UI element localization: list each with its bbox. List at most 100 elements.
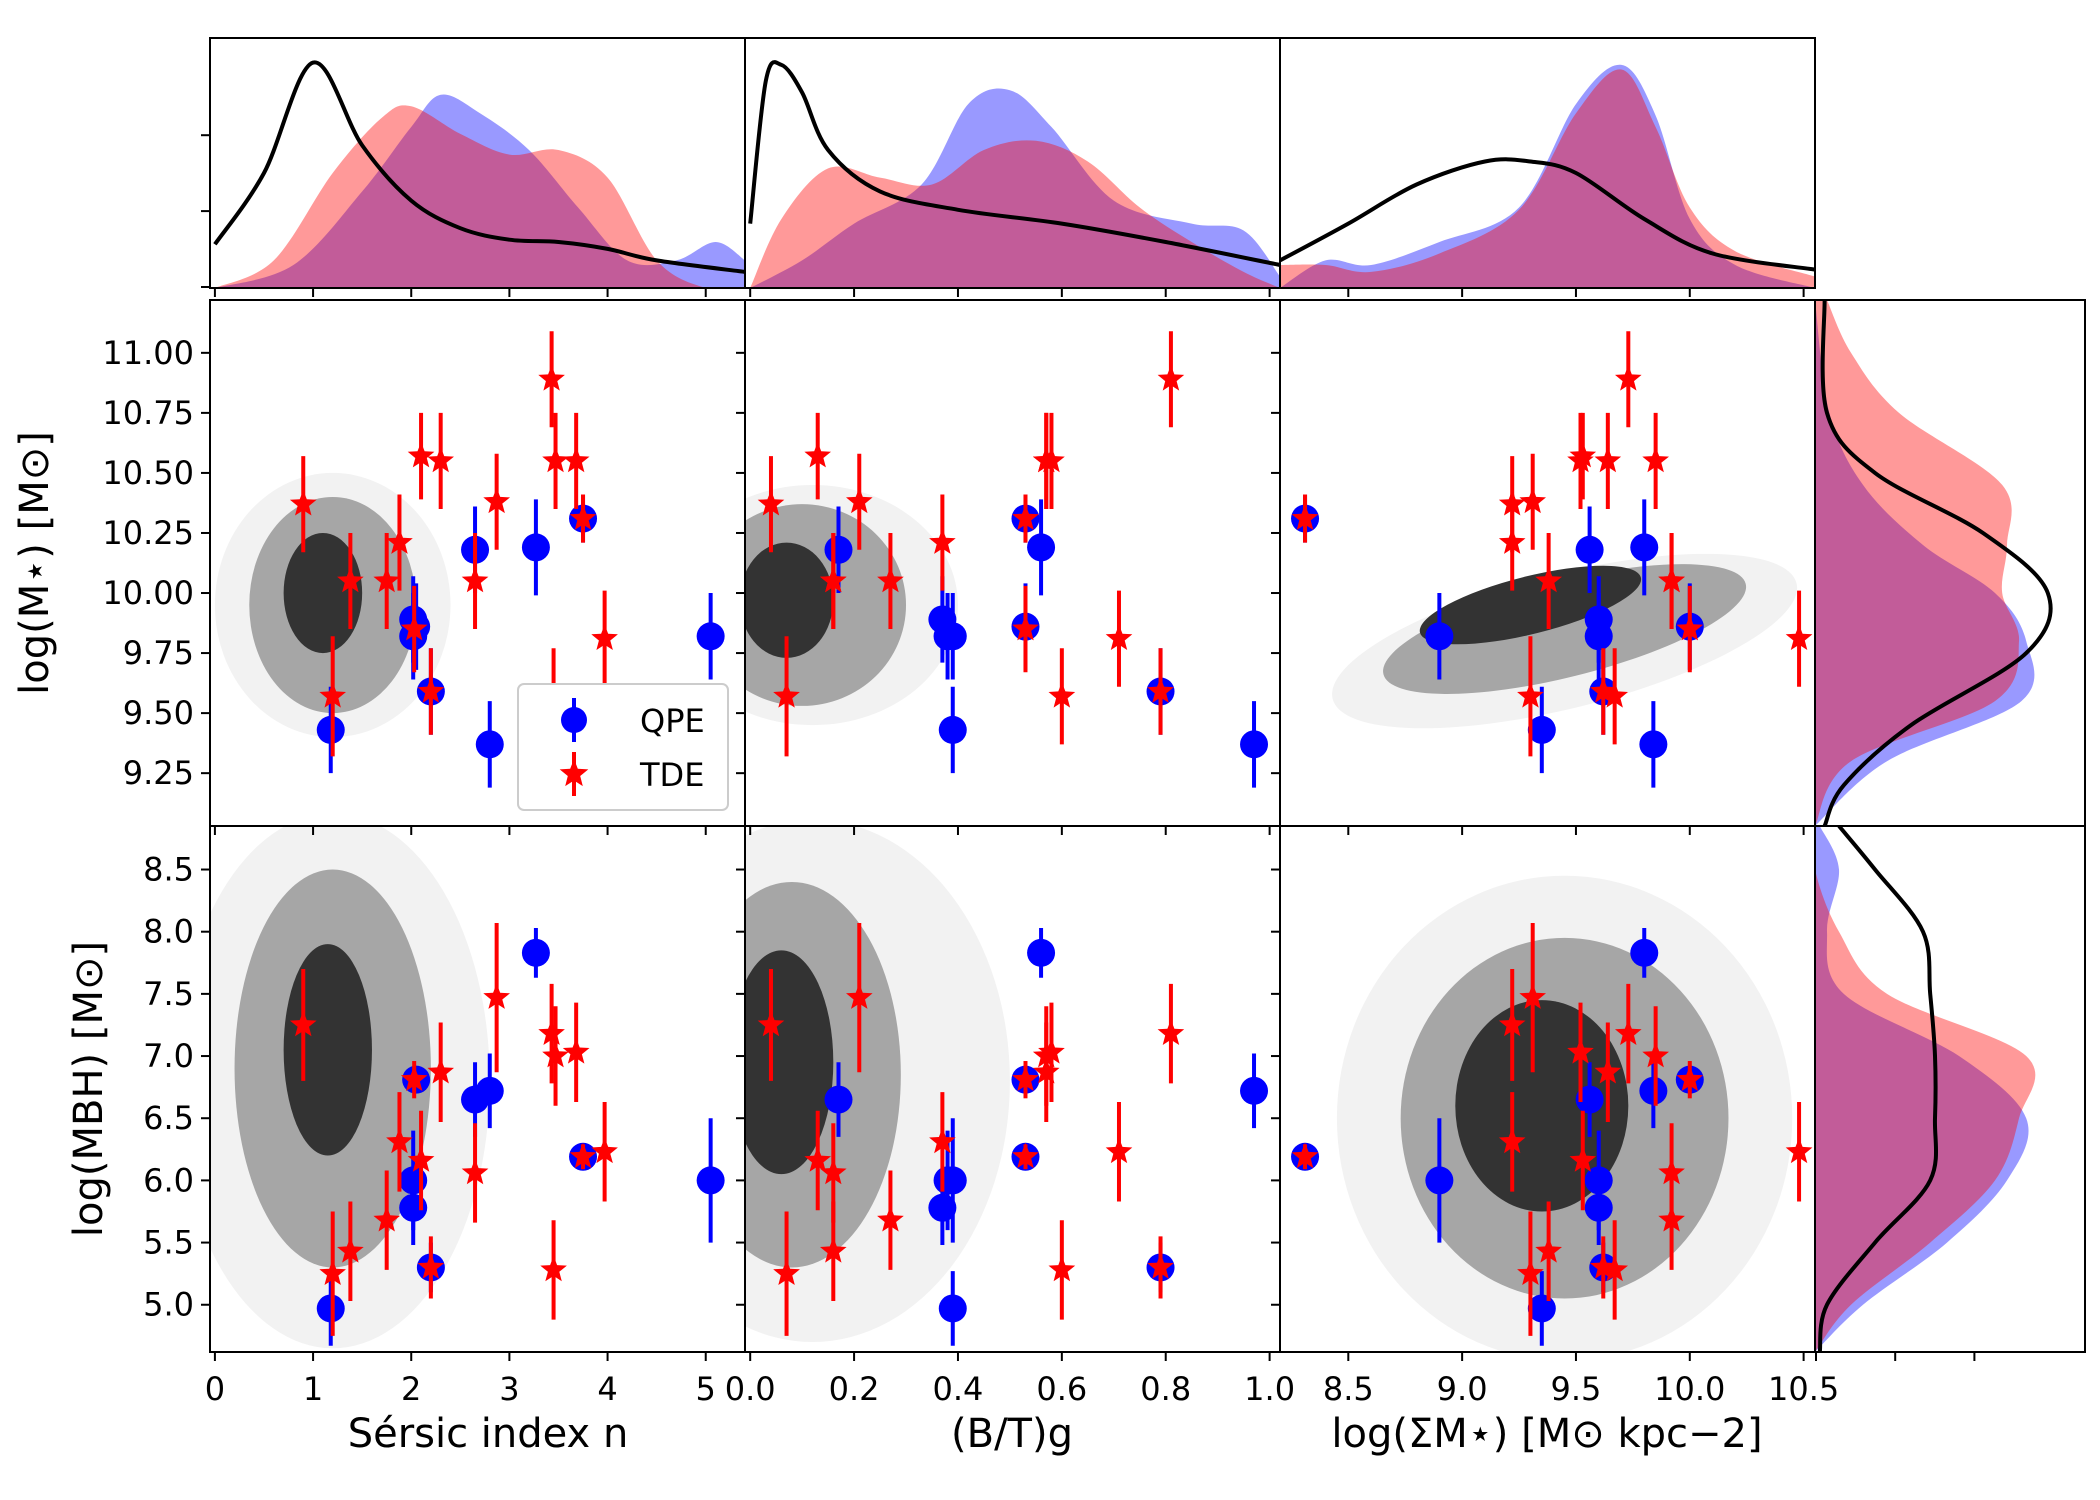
qpe-marker [1639, 730, 1668, 759]
tde-point-2-mstar-vs-sigma [1535, 532, 1562, 630]
tde-point-0-mstar-vs-bt [757, 456, 785, 553]
tde-marker [337, 1237, 364, 1263]
tde-point-13-mbh-vs-sigma [1676, 1061, 1704, 1099]
y-tick-label: 5.5 [143, 1224, 194, 1262]
tde-marker [877, 1206, 904, 1232]
tde-point-15-mstar-vs-n [569, 494, 597, 543]
tde-point-2-mbh-vs-n [337, 1201, 364, 1302]
qpe-point-8-mbh-vs-n [696, 1118, 725, 1243]
qpe-point-5-mstar-vs-n [475, 701, 504, 788]
tde-marker [1658, 1158, 1685, 1185]
tde-point-7-mstar-vs-bt [820, 532, 847, 630]
y-tick-label: 10.00 [102, 574, 194, 612]
qpe-marker [696, 1166, 725, 1195]
tde-point-5-mbh-vs-sigma [1569, 1110, 1597, 1211]
right-marginal-reference-curve [1817, 826, 1939, 1352]
tde-marker [1157, 1019, 1185, 1045]
tde-point-15-mbh-vs-n [569, 1142, 597, 1170]
qpe-marker [1425, 622, 1454, 651]
tde-marker [569, 1142, 597, 1169]
contour-level-3 [745, 950, 834, 1175]
density-contours [210, 472, 1798, 1352]
tde-point-5-mbh-vs-bt [804, 1110, 831, 1211]
x-tick-label: 10.0 [1654, 1370, 1725, 1408]
contour-level-3 [745, 542, 834, 658]
tde-point-2-mbh-vs-sigma [1535, 1201, 1562, 1302]
top-marginal-n [213, 60, 745, 288]
tde-point-15-mstar-vs-sigma [1291, 494, 1319, 543]
right-marginal-qpe-density [1815, 300, 2035, 826]
tde-marker [1601, 1255, 1628, 1282]
tde-point-8-mbh-vs-bt [846, 922, 873, 1073]
tde-point-12-mbh-vs-sigma [1785, 1102, 1813, 1202]
x-axis-label-sersic: Sérsic index n [348, 1411, 629, 1457]
tde-marker [1157, 365, 1185, 391]
tde-marker [400, 1065, 428, 1091]
tde-point-8-mstar-vs-sigma [1519, 453, 1546, 550]
tde-marker [542, 1042, 569, 1068]
right-marginal-mstar [1815, 300, 2053, 826]
top-marginal-sigma [1280, 64, 1815, 288]
tde-point-16-mbh-vs-sigma [1601, 1220, 1628, 1320]
right-marginal-mbh [1815, 826, 2036, 1352]
tde-point-12-mstar-vs-sigma [1785, 590, 1813, 687]
x-tick-label: 10.5 [1768, 1370, 1839, 1408]
tde-point-15-mbh-vs-sigma [1291, 1142, 1319, 1170]
y-tick-label: 7.0 [143, 1037, 194, 1075]
tde-point-3-mbh-vs-bt [877, 1170, 904, 1270]
tde-point-16-mstar-vs-sigma [1601, 648, 1628, 745]
tde-point-10-mstar-vs-n [542, 412, 569, 509]
tde-marker [540, 1255, 567, 1282]
right-marginal-frame [1814, 825, 2086, 1353]
y-tick-label: 8.0 [143, 913, 194, 951]
right-marginal-reference-curve [1820, 300, 2053, 826]
legend-tde-label: TDE [639, 756, 704, 794]
tde-point-7-mstar-vs-sigma [1658, 532, 1685, 630]
tde-point-2-mstar-vs-n [337, 532, 364, 630]
top-marginal-qpe-density [214, 94, 745, 288]
qpe-point-6-mbh-vs-bt [1027, 927, 1056, 978]
qpe-marker [1630, 938, 1659, 967]
tde-point-4-mbh-vs-n [386, 1092, 413, 1192]
tde-marker [591, 624, 618, 650]
tde-marker [1038, 1038, 1065, 1064]
tde-marker [542, 446, 569, 473]
tde-marker [407, 442, 435, 468]
tde-marker [461, 1158, 489, 1185]
tde-marker [483, 983, 510, 1009]
tde-marker [591, 1137, 618, 1164]
tde-marker [386, 1127, 413, 1154]
qpe-point-5-mstar-vs-bt [1240, 701, 1269, 788]
tde-point-8-mstar-vs-n [483, 453, 510, 550]
qpe-point-6-mstar-vs-n [521, 499, 550, 596]
tde-marker [1105, 624, 1133, 650]
tde-point-12-mstar-vs-bt [1105, 590, 1133, 687]
qpe-marker [475, 730, 504, 759]
tde-point-9-mstar-vs-n [538, 331, 565, 428]
tde-point-4-mbh-vs-sigma [1498, 1092, 1526, 1192]
tde-marker [1291, 504, 1319, 530]
tde-marker [1785, 1137, 1813, 1164]
qpe-point-6-mstar-vs-sigma [1630, 499, 1659, 596]
marginal-density-panels [213, 60, 2053, 1352]
qpe-marker [824, 1085, 853, 1114]
tde-marker [427, 446, 454, 473]
tde-marker [1498, 1127, 1526, 1154]
tde-marker [289, 1011, 317, 1037]
tde-marker [804, 1146, 831, 1172]
tde-point-11-mbh-vs-bt [1038, 1002, 1065, 1103]
contour-level-3 [283, 944, 372, 1156]
qpe-marker [521, 938, 550, 967]
x-tick-label: 0.4 [933, 1370, 984, 1408]
contour-level-2 [1383, 564, 1747, 694]
qpe-point-4-mbh-vs-sigma [1575, 1062, 1604, 1137]
qpe-point-0-mstar-vs-sigma [1527, 686, 1556, 774]
contour-level-3 [1419, 565, 1642, 645]
qpe-marker [1425, 1166, 1454, 1195]
legend-qpe-marker [561, 698, 587, 742]
tde-point-9-mbh-vs-n [538, 983, 565, 1084]
right-marginal-tde-density [1815, 300, 2020, 826]
tde-point-5-mbh-vs-n [407, 1110, 435, 1211]
tde-marker [1519, 487, 1546, 514]
tde-point-9-mbh-vs-sigma [1615, 983, 1642, 1084]
